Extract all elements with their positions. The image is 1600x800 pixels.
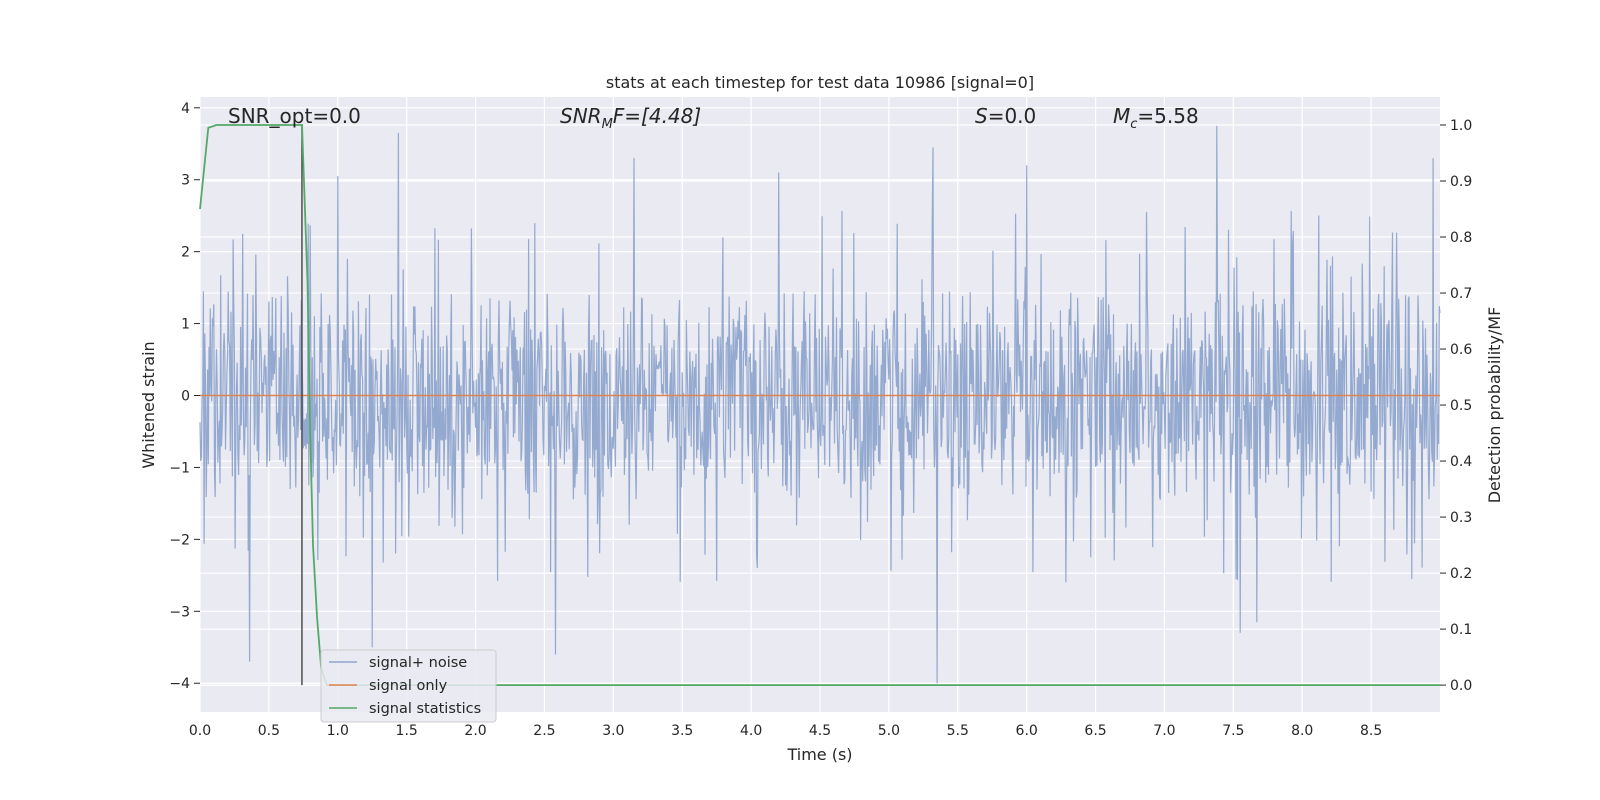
snr-opt-annotation: SNR_opt=0.0 [228,104,361,128]
x-tick-label: 8.0 [1291,723,1313,739]
x-tick-label: 4.0 [740,723,762,739]
x-tick-label: 3.5 [671,723,693,739]
y2-tick-label: 0.7 [1450,286,1472,302]
y2-tick-label: 0.0 [1450,678,1472,694]
y2-ticks: 1.0 0.9 0.8 0.7 0.6 0.5 0.4 0.3 0.2 0.1 0.0 [1440,118,1472,694]
x-tick-label: 7.5 [1222,723,1244,739]
x-tick-label: 8.5 [1360,723,1382,739]
y2-tick-label: 0.4 [1450,454,1472,470]
x-tick-label: 0.5 [258,723,280,739]
snr-mf-annotation: SNRMF=[4.48] [560,104,701,132]
x-ticks: 0.0 0.5 1.0 1.5 2.0 2.5 3.0 3.5 4.0 4.5 5.0 5.5 6.0 6… [189,723,1382,739]
x-tick-label: 3.0 [602,723,624,739]
legend-label-signal-only: signal only [369,678,448,694]
y-tick-label: 4 [181,101,190,117]
y2-tick-label: 0.1 [1450,622,1472,638]
y2-tick-label: 0.6 [1450,342,1472,358]
y-tick-label: −2 [169,532,190,548]
signal-noise-series [199,125,1441,684]
line-series [199,124,1440,686]
y2-tick-label: 0.5 [1450,398,1472,414]
chart-title: stats at each timestep for test data 109… [606,73,1034,92]
y2-axis-label: Detection probability/MF [1485,307,1504,504]
x-tick-label: 6.5 [1084,723,1106,739]
x-tick-label: 5.0 [878,723,900,739]
x-tick-label: 5.5 [947,723,969,739]
legend-box [320,649,497,723]
y-tick-label: 3 [181,173,190,189]
series-signal-noise [199,125,1441,684]
y-tick-label: 1 [181,317,190,333]
x-tick-label: 7.0 [1153,723,1175,739]
y2-tick-label: 0.2 [1450,566,1472,582]
x-axis-label: Time (s) [786,745,852,764]
s-annotation: S=0.0 [975,104,1036,128]
legend-label-signal-noise: signal+ noise [369,655,467,671]
x-tick-label: 2.0 [464,723,486,739]
y-tick-label: −4 [169,676,190,692]
x-tick-label: 6.0 [1016,723,1038,739]
series-signal-statistics [199,124,1440,686]
y-tick-label: −1 [169,460,190,476]
y-tick-label: 2 [181,245,190,261]
y-tick-label: 0 [181,389,190,405]
x-tick-label: 2.5 [533,723,555,739]
mc-annotation: Mc=5.58 [1113,104,1199,132]
y2-tick-label: 1.0 [1450,118,1472,134]
y2-tick-label: 0.3 [1450,510,1472,526]
x-tick-label: 4.5 [809,723,831,739]
x-tick-label: 1.0 [327,723,349,739]
legend: signal+ noise signal only signal statist… [320,649,497,723]
y-ticks: 4 3 2 1 0 −1 −2 −3 −4 [169,101,200,692]
y2-tick-label: 0.9 [1450,174,1472,190]
y-axis-label: Whitened strain [139,341,158,468]
x-tick-label: 0.0 [189,723,211,739]
y2-tick-label: 0.8 [1450,230,1472,246]
legend-label-signal-statistics: signal statistics [369,701,481,717]
y-tick-label: −3 [169,604,190,620]
x-tick-label: 1.5 [396,723,418,739]
